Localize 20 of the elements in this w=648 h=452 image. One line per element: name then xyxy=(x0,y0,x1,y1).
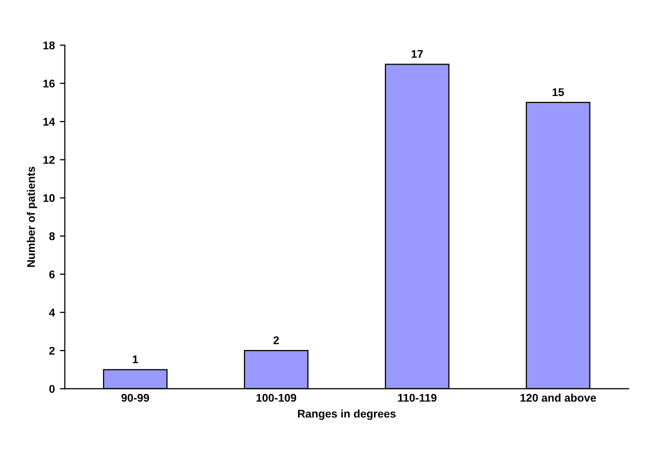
y-tick-label: 0 xyxy=(49,384,55,393)
y-tick-label: 8 xyxy=(49,232,55,240)
x-tick-label: 110-119 xyxy=(398,394,437,402)
y-tick-label: 12 xyxy=(43,156,55,164)
y-tick-label: 2 xyxy=(49,346,55,355)
data-label: 1 xyxy=(132,356,138,364)
y-tick-label: 6 xyxy=(49,270,55,278)
data-label: 2 xyxy=(274,336,279,344)
data-label: 17 xyxy=(412,50,423,58)
x-tick-label: 90-99 xyxy=(121,394,150,402)
y-tick-label: 4 xyxy=(49,308,56,316)
data-label: 15 xyxy=(552,88,564,96)
x-tick-label: 100-109 xyxy=(256,394,296,402)
x-tick-label: 120 and above xyxy=(520,394,596,402)
y-tick-label: 16 xyxy=(43,80,55,88)
x-axis-title: Ranges in degrees xyxy=(298,409,396,420)
y-tick-label: 10 xyxy=(43,194,55,202)
y-tick-label: 14 xyxy=(43,118,56,126)
y-tick-label: 18 xyxy=(43,41,55,50)
y-axis-title: Number of patients xyxy=(26,166,38,267)
